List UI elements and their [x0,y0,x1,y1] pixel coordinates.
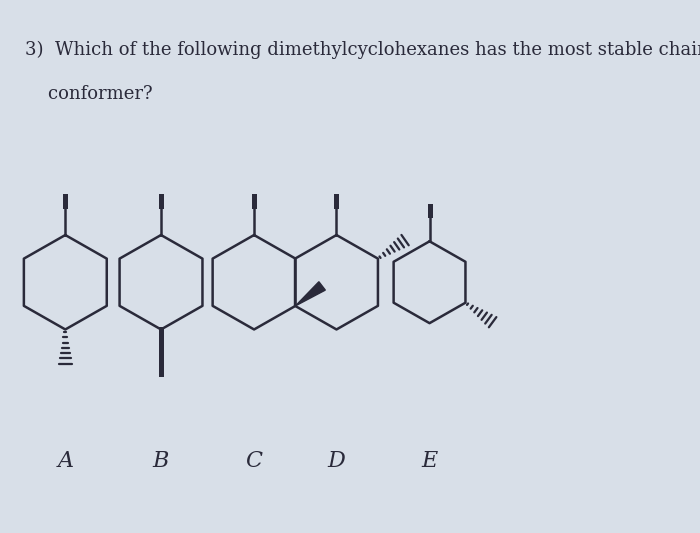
Text: 3)  Which of the following dimethylcyclohexanes has the most stable chair: 3) Which of the following dimethylcycloh… [25,41,700,59]
Text: B: B [153,450,169,472]
Text: C: C [246,450,262,472]
Text: E: E [421,450,438,472]
Polygon shape [295,282,326,306]
Text: A: A [57,450,74,472]
Text: conformer?: conformer? [25,85,153,103]
Text: D: D [328,450,345,472]
